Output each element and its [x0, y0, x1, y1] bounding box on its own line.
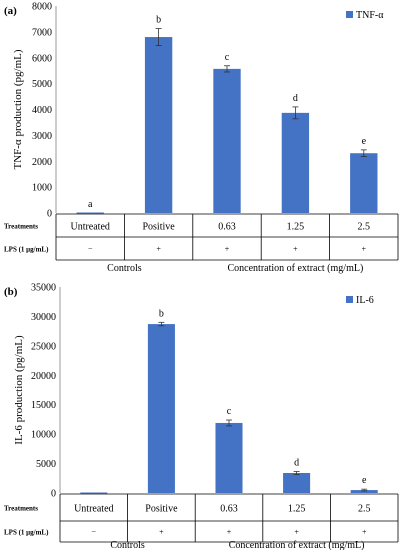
y-tick-label: 4000 [32, 105, 52, 116]
legend-swatch [346, 11, 353, 18]
panel-label: (b) [4, 286, 18, 298]
bar [144, 37, 173, 213]
bar [350, 490, 378, 493]
treatment-cell: Untreated [74, 504, 113, 515]
significance-letter: e [362, 136, 367, 147]
y-tick-label: 6000 [32, 53, 52, 64]
y-tick-label: 30000 [31, 312, 56, 323]
panel-label: (a) [4, 5, 17, 17]
row-label-lps: LPS (1 μg/mL) [4, 529, 49, 537]
panel-a: (a) 0 1000 2000 3000 4000 5000 6000 7000 8000 TNF-… [4, 2, 399, 274]
bar [213, 68, 241, 213]
bar [215, 422, 243, 493]
lps-cell: − [88, 245, 93, 254]
y-tick-label: 7000 [32, 27, 52, 38]
group-label-controls: Controls [110, 540, 145, 550]
lps-cell: + [159, 528, 164, 537]
y-tick-label: 25000 [31, 341, 56, 352]
treatment-cell: 0.63 [218, 222, 236, 233]
significance-letter: c [225, 52, 230, 63]
lps-cell: + [294, 528, 299, 537]
treatment-cell: 2.5 [358, 222, 371, 233]
bar [281, 112, 310, 213]
y-tick-label: 10000 [31, 430, 56, 441]
legend-label: TNF-α [356, 10, 384, 21]
lps-cell: + [293, 245, 298, 254]
lps-cell: + [227, 528, 232, 537]
treatment-cell: Positive [142, 222, 175, 233]
y-tick-label: 15000 [31, 400, 56, 411]
group-label-controls: Controls [107, 263, 142, 274]
significance-letter: c [227, 406, 232, 417]
significance-letter: e [362, 475, 367, 486]
y-tick-label: 2000 [32, 157, 52, 168]
significance-letter: b [156, 15, 161, 26]
treatment-cell: 0.63 [220, 504, 238, 515]
y-tick-label: 3000 [32, 131, 52, 142]
y-tick-label: 8000 [32, 2, 52, 13]
y-tick-label: 0 [47, 209, 52, 220]
row-label-treatments: Treatments [4, 505, 38, 513]
y-tick-label: 5000 [32, 79, 52, 90]
y-tick-label: 1000 [32, 183, 52, 194]
treatment-cell: Untreated [70, 222, 109, 233]
group-label-extract: Concentration of extract (mg/mL) [229, 540, 365, 550]
legend-label: IL-6 [356, 295, 374, 306]
row-label-lps: LPS (1 μg/mL) [4, 246, 49, 254]
significance-letter: b [159, 308, 164, 319]
lps-cell: + [362, 528, 367, 537]
legend-swatch [346, 296, 353, 303]
y-tick-label: 5000 [36, 459, 56, 470]
treatment-cell: 1.25 [287, 222, 305, 233]
y-axis-label: TNF-α production (pg/mL) [12, 49, 24, 169]
treatment-cell: 2.5 [358, 504, 371, 515]
lps-cell: + [362, 245, 367, 254]
treatment-cell: Positive [145, 504, 178, 515]
bar [350, 153, 378, 213]
y-tick-label: 20000 [31, 371, 56, 382]
bar [147, 324, 175, 493]
significance-letter: d [293, 93, 298, 104]
significance-letter: a [88, 199, 93, 210]
treatment-cell: 1.25 [288, 504, 306, 515]
row-label-treatments: Treatments [4, 223, 38, 231]
group-label-extract: Concentration of extract (mg/mL) [228, 263, 364, 274]
y-axis-label: IL-6 production (pg/mL) [13, 335, 25, 445]
lps-cell: − [92, 528, 97, 537]
panel-b: (b) 0 5000 10000 15000 20000 25000 30000 35000 IL… [4, 283, 399, 550]
lps-cell: + [225, 245, 230, 254]
y-tick-label: 35000 [31, 283, 56, 294]
significance-letter: d [294, 458, 299, 469]
lps-cell: + [156, 245, 161, 254]
bar [283, 472, 311, 493]
y-tick-label: 0 [51, 489, 56, 500]
